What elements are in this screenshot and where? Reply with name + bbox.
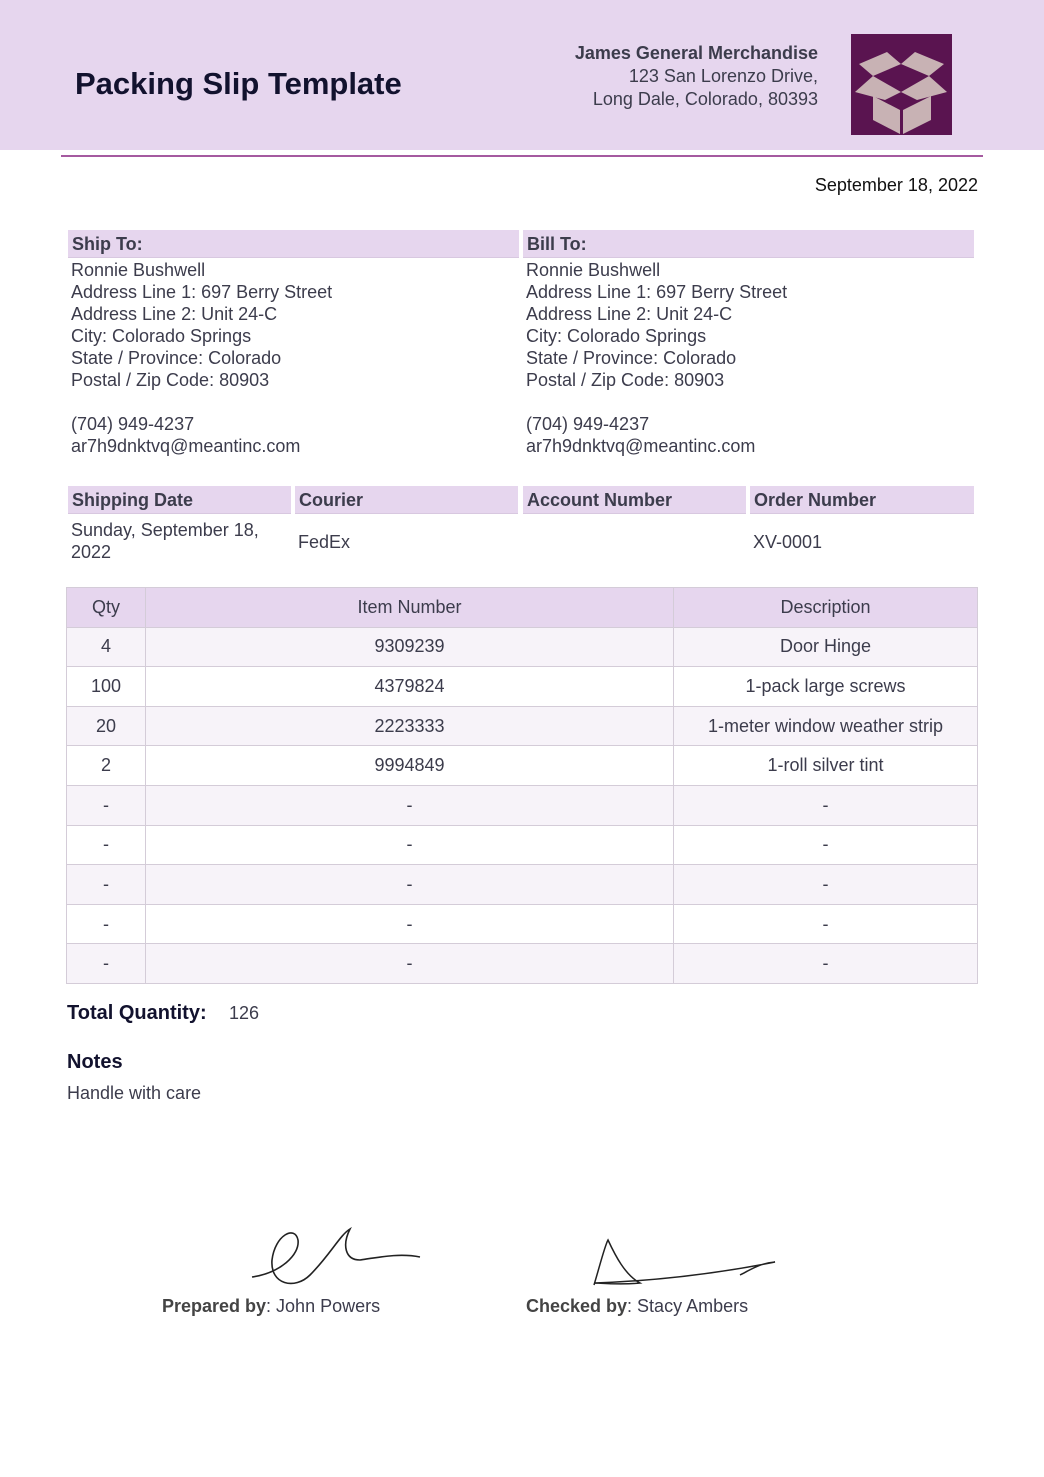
bill-to-state: State / Province: Colorado	[526, 348, 737, 368]
courier-value: FedEx	[298, 532, 351, 552]
shipping-date-heading: Shipping Date	[68, 486, 291, 514]
ship-to-line2: Address Line 2: Unit 24-C	[71, 304, 278, 324]
ship-to-phone: (704) 949-4237	[71, 414, 195, 434]
checked-by-name: : Stacy Ambers	[627, 1296, 749, 1316]
company-address-2: Long Dale, Colorado, 80393	[592, 89, 818, 109]
page-title: Packing Slip Template	[75, 66, 402, 101]
bill-to-email: ar7h9dnktvq@meantinc.com	[526, 436, 756, 456]
prepared-by-name: : John Powers	[266, 1296, 381, 1316]
cell-qty: -	[66, 784, 146, 826]
prepared-by: Prepared by: John Powers	[162, 1296, 380, 1317]
cell-qty: -	[66, 903, 146, 945]
table-row: ---	[66, 903, 978, 945]
cell-item-number: 4379824	[145, 666, 674, 707]
cell-qty: -	[66, 943, 146, 984]
order-number-value: XV-0001	[753, 532, 823, 552]
ship-to-city: City: Colorado Springs	[71, 326, 252, 346]
cell-qty: 4	[66, 626, 146, 668]
ship-to-heading: Ship To:	[68, 230, 519, 258]
document-date: September 18, 2022	[814, 175, 978, 195]
bill-to-name: Ronnie Bushwell	[526, 260, 661, 280]
bill-to-city: City: Colorado Springs	[526, 326, 707, 346]
ship-to-email: ar7h9dnktvq@meantinc.com	[71, 436, 301, 456]
ship-to-state: State / Province: Colorado	[71, 348, 282, 368]
notes-text: Handle with care	[67, 1083, 202, 1103]
ship-to-address: Ronnie Bushwell Address Line 1: 697 Berr…	[71, 259, 332, 457]
cell-description: 1-roll silver tint	[673, 745, 978, 786]
ship-to-name: Ronnie Bushwell	[71, 260, 206, 280]
cell-qty: -	[66, 824, 146, 866]
open-box-icon	[851, 34, 952, 135]
table-row: 20 2223333 1-meter window weather strip	[66, 705, 978, 747]
cell-description: 1-meter window weather strip	[673, 705, 978, 747]
total-quantity-label: Total Quantity:	[67, 1002, 207, 1024]
cell-qty: 100	[66, 666, 146, 707]
cell-item-number: 9309239	[145, 626, 674, 668]
company-name: James General Merchandise	[574, 43, 818, 63]
company-address-1: 123 San Lorenzo Drive,	[628, 66, 818, 86]
cell-item-number: -	[145, 943, 674, 984]
courier-heading: Courier	[295, 486, 518, 514]
header-divider	[61, 155, 983, 157]
cell-item-number: -	[145, 784, 674, 826]
cell-qty: -	[66, 864, 146, 905]
total-quantity-value: 126	[229, 1003, 260, 1023]
order-number-heading: Order Number	[750, 486, 974, 514]
bill-to-line1: Address Line 1: 697 Berry Street	[526, 282, 788, 302]
bill-to-address: Ronnie Bushwell Address Line 1: 697 Berr…	[526, 259, 787, 457]
cell-description: 1-pack large screws	[673, 666, 978, 707]
notes-heading: Notes	[67, 1051, 123, 1073]
table-row: 4 9309239 Door Hinge	[66, 626, 978, 668]
prepared-by-label: Prepared by	[162, 1296, 267, 1316]
cell-item-number: -	[145, 864, 674, 905]
table-row: 100 4379824 1-pack large screws	[66, 666, 978, 707]
cell-item-number: -	[145, 903, 674, 945]
table-row: ---	[66, 864, 978, 905]
bill-to-heading: Bill To:	[523, 230, 974, 258]
cell-qty: 2	[66, 745, 146, 786]
cell-description: -	[673, 903, 978, 945]
col-item-number: Item Number	[145, 587, 674, 628]
account-number-heading: Account Number	[523, 486, 746, 514]
items-table: Qty Item Number Description 4 9309239 Door…	[66, 587, 978, 984]
col-description: Description	[673, 587, 978, 628]
checked-by: Checked by: Stacy Ambers	[526, 1296, 748, 1317]
cell-description: -	[673, 784, 978, 826]
table-row: ---	[66, 943, 978, 984]
checked-by-label: Checked by	[526, 1296, 628, 1316]
cell-item-number: 2223333	[145, 705, 674, 747]
cell-description: Door Hinge	[673, 626, 978, 668]
bill-to-line2: Address Line 2: Unit 24-C	[526, 304, 733, 324]
bill-to-phone: (704) 949-4237	[526, 414, 650, 434]
cell-description: -	[673, 824, 978, 866]
cell-item-number: 9994849	[145, 745, 674, 786]
checked-signature	[593, 1238, 776, 1286]
shipping-date-value: Sunday, September 18, 2022	[71, 520, 259, 562]
cell-description: -	[673, 864, 978, 905]
table-row: ---	[66, 784, 978, 826]
company-info: James General Merchandise 123 San Lorenz…	[575, 42, 818, 111]
bill-to-zip: Postal / Zip Code: 80903	[526, 370, 725, 390]
prepared-signature	[251, 1226, 421, 1285]
cell-qty: 20	[66, 705, 146, 747]
table-row: 2 9994849 1-roll silver tint	[66, 745, 978, 786]
ship-to-zip: Postal / Zip Code: 80903	[71, 370, 270, 390]
cell-item-number: -	[145, 824, 674, 866]
table-row: ---	[66, 824, 978, 866]
col-qty: Qty	[66, 587, 146, 628]
ship-to-line1: Address Line 1: 697 Berry Street	[71, 282, 333, 302]
cell-description: -	[673, 943, 978, 984]
